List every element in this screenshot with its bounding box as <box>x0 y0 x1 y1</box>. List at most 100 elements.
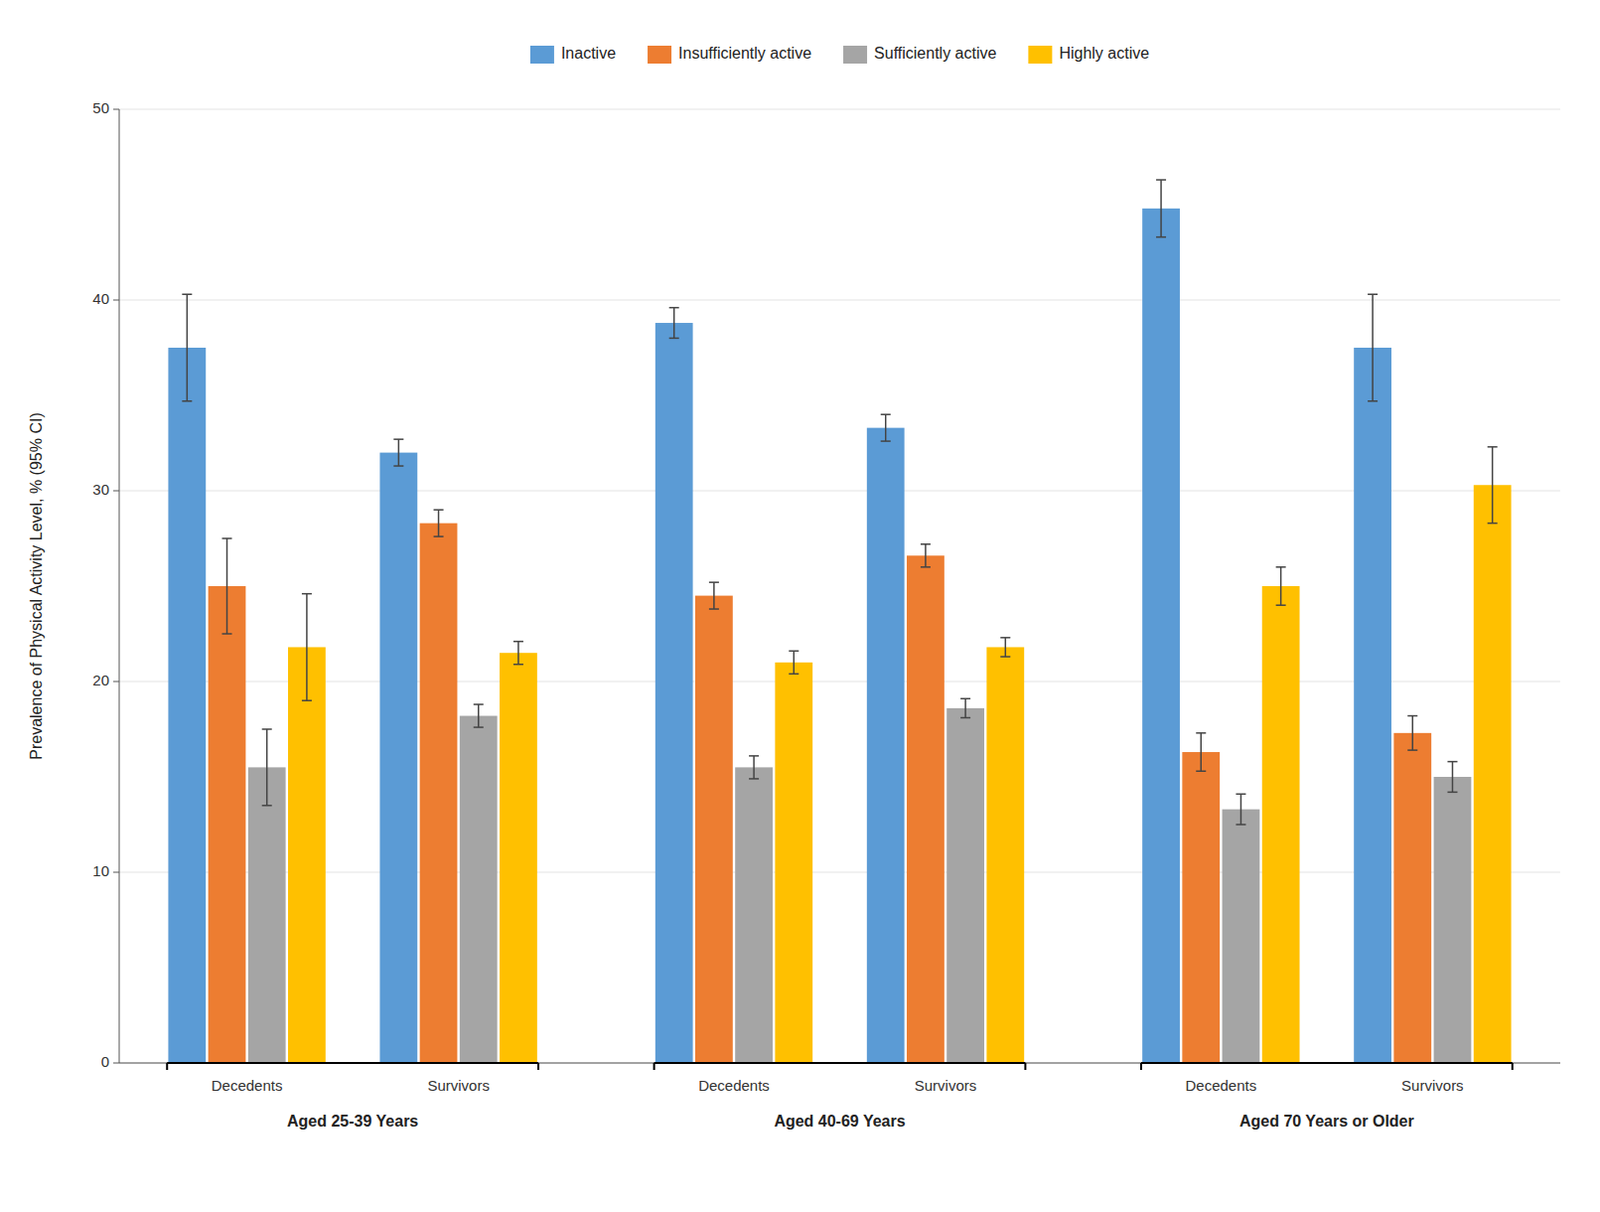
error-bar-cap <box>434 535 444 538</box>
bar <box>379 452 418 1063</box>
error-bar-stem <box>1240 793 1243 825</box>
legend-item: Highly active <box>1027 44 1150 64</box>
legend-label: Inactive <box>561 44 616 62</box>
grid-line <box>119 299 1561 301</box>
error-bar-cap <box>181 400 192 403</box>
error-bar-cap <box>669 306 680 309</box>
error-bar <box>301 593 312 702</box>
error-bar-stem <box>884 414 887 441</box>
error-bar <box>1487 446 1498 524</box>
legend-swatch <box>1027 45 1052 64</box>
legend-swatch <box>530 45 555 64</box>
error-bar <box>1367 293 1378 402</box>
error-bar-cap <box>880 413 891 416</box>
bracket-end <box>653 1062 656 1070</box>
error-bar-cap <box>473 703 484 706</box>
error-bar <box>434 509 444 537</box>
error-bar <box>222 538 233 634</box>
error-bar-cap <box>262 727 273 730</box>
error-bar-cap <box>1367 400 1378 403</box>
error-bar-cap <box>788 650 799 653</box>
error-bar <box>1447 761 1457 793</box>
bar <box>946 708 985 1063</box>
error-bar <box>181 293 192 402</box>
error-bar-cap <box>1407 748 1418 751</box>
error-bar <box>920 544 931 568</box>
error-bar-cap <box>920 543 931 546</box>
y-tick <box>113 299 120 301</box>
x-tick-label: Survivors <box>914 1076 978 1094</box>
error-bar-cap <box>301 699 312 702</box>
group-bracket <box>166 1062 539 1070</box>
error-bar-cap <box>1235 793 1246 796</box>
bracket-line <box>166 1061 539 1064</box>
legend-item: Sufficiently active <box>843 44 997 64</box>
error-bar-cap <box>1487 445 1498 448</box>
error-bar-cap <box>1487 522 1498 525</box>
error-bar-cap <box>960 698 971 701</box>
error-bar <box>880 414 891 441</box>
error-bar-stem <box>477 704 480 728</box>
legend: InactiveInsufficiently activeSufficientl… <box>530 44 1150 64</box>
bracket-line <box>654 1061 1026 1064</box>
y-tick-label: 40 <box>92 290 110 307</box>
error-bar-stem <box>517 641 520 665</box>
bar <box>695 595 733 1063</box>
error-bar-cap <box>1367 292 1378 295</box>
bar <box>167 347 206 1063</box>
error-bar-cap <box>181 292 192 295</box>
chart: 01020304050Prevalence of Physical Activi… <box>0 0 1600 1212</box>
x-tick-label: Decedents <box>1184 1076 1257 1094</box>
error-bar-cap <box>1156 236 1166 239</box>
error-bar <box>1235 793 1246 825</box>
error-bar <box>788 650 799 674</box>
error-bar-stem <box>924 544 927 568</box>
error-bar-stem <box>1280 567 1283 605</box>
bracket-end <box>1511 1062 1514 1070</box>
error-bar-cap <box>1276 566 1287 569</box>
error-bar-stem <box>437 509 440 537</box>
bracket-line <box>1141 1061 1513 1064</box>
error-bar-cap <box>222 632 233 635</box>
grid-line <box>119 872 1561 873</box>
grid-line <box>119 681 1561 683</box>
bar <box>1142 208 1180 1063</box>
bar <box>1434 776 1472 1063</box>
error-bar-cap <box>1276 603 1287 606</box>
error-bar-stem <box>713 581 716 609</box>
y-tick-label: 50 <box>92 99 110 117</box>
legend-label: Highly active <box>1058 44 1150 62</box>
error-bar <box>960 698 971 718</box>
y-tick <box>113 109 120 111</box>
error-bar-cap <box>513 640 524 643</box>
error-bar <box>1276 567 1287 605</box>
bracket-end <box>537 1062 540 1070</box>
error-bar-cap <box>262 804 273 807</box>
error-bar-stem <box>226 538 229 634</box>
y-tick <box>113 681 120 683</box>
bar <box>1222 809 1261 1063</box>
x-tick-label: Survivors <box>427 1076 490 1094</box>
error-bar-cap <box>709 581 720 583</box>
error-bar-cap <box>1000 655 1011 658</box>
bar <box>420 523 458 1063</box>
bar <box>1262 585 1301 1063</box>
y-tick-label: 0 <box>101 1052 110 1070</box>
error-bar-cap <box>709 607 720 610</box>
error-bar-cap <box>1447 760 1457 763</box>
error-bar-cap <box>1000 636 1011 639</box>
y-tick-label: 20 <box>92 671 110 689</box>
grid-line <box>119 109 1561 111</box>
error-bar-cap <box>1195 731 1206 734</box>
y-tick <box>113 1062 120 1064</box>
legend-item: Inactive <box>530 44 616 64</box>
error-bar <box>709 581 720 609</box>
y-tick-label: 30 <box>92 480 110 498</box>
group-label: Aged 70 Years or Older <box>1239 1112 1415 1130</box>
error-bar-stem <box>1491 446 1494 524</box>
error-bar-cap <box>1407 715 1418 718</box>
bracket-end <box>165 1062 168 1070</box>
bar <box>734 766 773 1063</box>
bar <box>288 646 326 1063</box>
error-bar <box>473 704 484 728</box>
